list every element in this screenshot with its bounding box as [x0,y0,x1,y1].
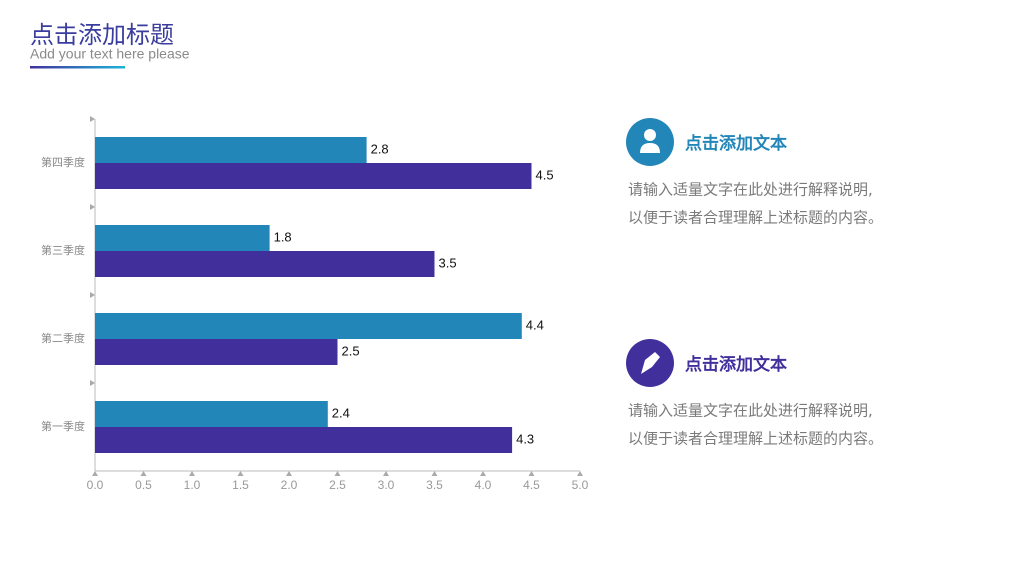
panel-body: 以便于读者合理理解上述标题的内容。 [628,209,883,227]
bar [95,401,328,427]
slide-title: 点击添加标题 [30,21,174,49]
value-label: 2.8 [371,141,389,156]
value-label: 2.4 [332,405,350,420]
x-tick-label: 4.5 [523,478,540,492]
y-tick [90,292,95,298]
x-tick-label: 0.5 [135,478,152,492]
title-underline [30,66,125,69]
panel-body: 请输入适量文字在此处进行解释说明, [628,402,873,420]
y-tick-label: 第三季度 [41,243,85,257]
x-tick-label: 1.0 [184,478,201,492]
x-tick [237,471,244,476]
y-tick [90,116,95,122]
panel-body: 请输入适量文字在此处进行解释说明, [628,181,873,199]
x-tick-label: 5.0 [572,478,589,492]
x-tick [577,471,583,476]
icon-nib [641,352,660,374]
bar [95,251,435,277]
y-tick [90,380,95,386]
y-tick-label: 第二季度 [41,331,85,345]
bar [95,137,367,163]
icon-body [640,143,660,153]
y-tick [90,204,95,210]
x-tick-label: 3.5 [426,478,443,492]
value-label: 1.8 [274,229,292,244]
x-tick-label: 0.0 [87,478,104,492]
panel-heading: 点击添加文本 [685,354,787,375]
x-tick [528,471,535,476]
panel-heading: 点击添加文本 [685,133,787,154]
value-label: 2.5 [342,343,360,358]
chart: 0.0 0.5 1.0 1.5 2.0 2.5 3.0 3.5 4.0 4.5 5.0 第一季度 2.4… [41,116,589,492]
x-tick [286,471,292,476]
x-tick [92,471,98,476]
x-tick-label: 4.0 [475,478,492,492]
bar [95,427,513,453]
bar [95,339,338,365]
panel-body: 以便于读者合理理解上述标题的内容。 [628,430,883,448]
bar [95,163,532,189]
icon-person [626,118,674,166]
x-tick-label: 2.0 [281,478,298,492]
x-tick [189,471,195,476]
y-tick-label: 第四季度 [41,155,85,169]
value-label: 3.5 [439,255,457,270]
x-tick-label: 3.0 [378,478,395,492]
x-tick [383,471,389,476]
panel-2: 点击添加文本 请输入适量文字在此处进行解释说明, 以便于读者合理理解上述标题的内… [626,339,883,448]
x-tick [334,471,341,476]
value-label: 4.3 [516,431,534,446]
y-tick-label: 第一季度 [41,419,85,433]
slide-subtitle: Add your text here please [30,46,190,62]
bar [95,313,522,339]
x-tick-label: 2.5 [329,478,346,492]
bar [95,225,270,251]
x-tick [431,471,438,476]
x-tick-label: 1.5 [232,478,249,492]
value-label: 4.5 [536,167,554,182]
panel-1: 点击添加文本 请输入适量文字在此处进行解释说明, 以便于读者合理理解上述标题的内… [626,118,883,227]
icon-head [644,129,656,141]
x-tick [480,471,486,476]
value-label: 4.4 [526,317,544,332]
x-tick [140,471,147,476]
